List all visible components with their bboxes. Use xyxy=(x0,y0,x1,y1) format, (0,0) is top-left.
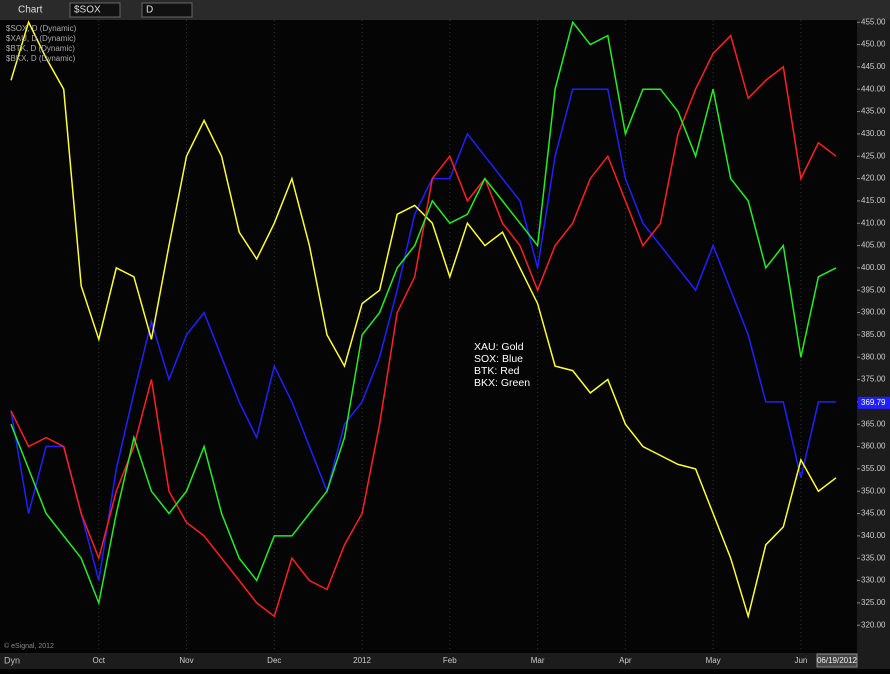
y-tick-label: 440.00 xyxy=(861,84,886,93)
x-axis-panel xyxy=(0,653,890,669)
y-tick-label: 410.00 xyxy=(861,218,886,227)
x-tick-label: Mar xyxy=(531,656,545,665)
series-line xyxy=(10,34,837,618)
interval[interactable]: D xyxy=(146,5,153,16)
legend-entry: $BTK, D (Dynamic) xyxy=(6,44,75,53)
series-line xyxy=(10,88,836,581)
y-tick-label: 345.00 xyxy=(861,509,886,518)
series-line xyxy=(10,20,837,620)
y-tick-label: 325.00 xyxy=(861,598,886,607)
y-tick-label: 380.00 xyxy=(861,352,886,361)
last-value-box xyxy=(858,396,890,409)
x-tick-label: May xyxy=(706,656,721,665)
x-tick-label: 06/19/2012 xyxy=(817,656,858,665)
y-tick-label: 375.00 xyxy=(861,375,886,384)
x-tick-label: Oct xyxy=(93,656,106,665)
toolbar-title: Chart xyxy=(18,5,43,16)
y-tick-label: 405.00 xyxy=(861,241,886,250)
y-tick-label: 355.00 xyxy=(861,464,886,473)
y-tick-label: 340.00 xyxy=(861,531,886,540)
x-tick-label: Nov xyxy=(179,656,193,665)
annotation: BTK: Red xyxy=(474,365,520,377)
y-tick-label: 425.00 xyxy=(861,151,886,160)
mode[interactable]: Dyn xyxy=(4,655,20,665)
legend-entry: $BKX, D (Dynamic) xyxy=(6,54,76,63)
x-tick-label: 2012 xyxy=(353,656,371,665)
x-tick-label: Dec xyxy=(267,656,281,665)
legend-entry: $XAU, D (Dynamic) xyxy=(6,34,76,43)
y-tick-label: 435.00 xyxy=(861,107,886,116)
y-tick-label: 450.00 xyxy=(861,40,886,49)
y-tick-label: 335.00 xyxy=(861,553,886,562)
y-tick-label: 320.00 xyxy=(861,620,886,629)
y-tick-label: 350.00 xyxy=(861,486,886,495)
y-tick-label: 390.00 xyxy=(861,308,886,317)
interval-box[interactable] xyxy=(141,2,193,18)
last-value-label: 369.79 xyxy=(861,398,886,407)
symbol[interactable]: $SOX xyxy=(74,5,101,16)
legend-entry: $SOX, D (Dynamic) xyxy=(6,24,77,33)
x-tick-label: Jun xyxy=(794,656,807,665)
annotation: BKX: Green xyxy=(474,377,530,389)
y-tick-label: 430.00 xyxy=(861,129,886,138)
y-axis-panel xyxy=(857,20,890,653)
annotation: XAU: Gold xyxy=(474,341,524,353)
y-tick-label: 360.00 xyxy=(861,442,886,451)
y-tick-label: 365.00 xyxy=(861,419,886,428)
y-tick-label: 445.00 xyxy=(861,62,886,71)
y-tick-label: 330.00 xyxy=(861,576,886,585)
series-line xyxy=(10,20,837,606)
x-tick-label: Apr xyxy=(619,656,632,665)
symbol-box[interactable] xyxy=(69,2,121,18)
y-tick-label: 420.00 xyxy=(861,174,886,183)
y-tick-label: 395.00 xyxy=(861,285,886,294)
x-tick-label: Feb xyxy=(443,656,457,665)
y-tick-label: 455.00 xyxy=(861,17,886,26)
date-box xyxy=(816,653,858,668)
copyright: © eSignal, 2012 xyxy=(4,642,54,650)
toolbar xyxy=(0,0,890,20)
y-tick-label: 385.00 xyxy=(861,330,886,339)
y-tick-label: 415.00 xyxy=(861,196,886,205)
y-tick-label: 400.00 xyxy=(861,263,886,272)
annotation: SOX: Blue xyxy=(474,353,523,365)
